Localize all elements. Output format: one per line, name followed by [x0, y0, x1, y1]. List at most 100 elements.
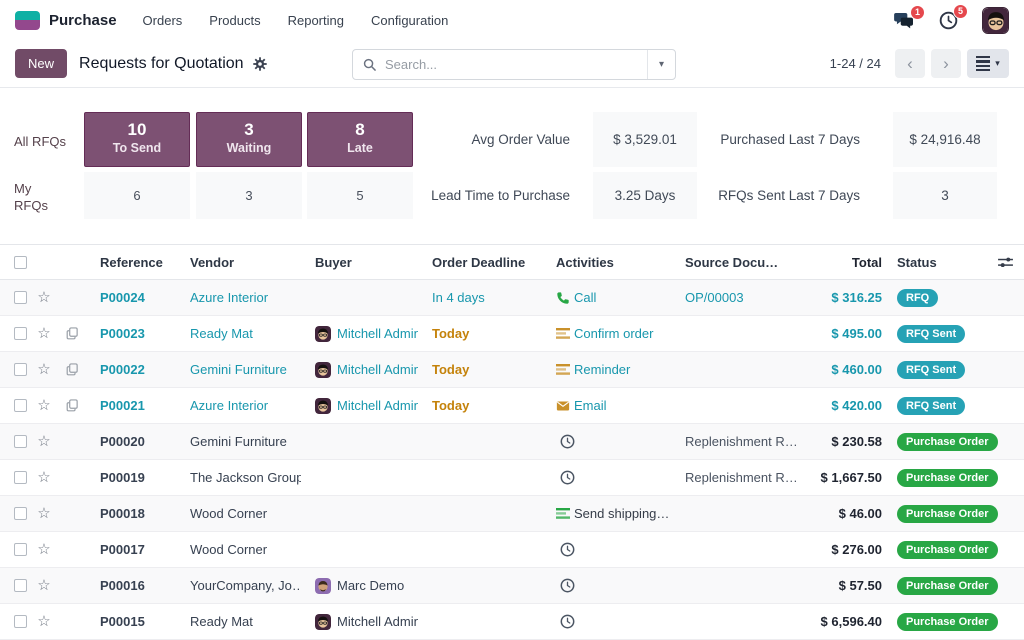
table-row[interactable]: ☆ P00017 Wood Corner $ 276.00 Purchase O… [0, 532, 1024, 568]
my-to-send-value[interactable]: 6 [84, 172, 190, 219]
select-all-checkbox[interactable] [0, 255, 30, 269]
header-vendor[interactable]: Vendor [190, 254, 235, 270]
reference-link[interactable]: P00019 [100, 470, 145, 485]
activity-cell[interactable]: Call [542, 290, 671, 305]
reference-link[interactable]: P00016 [100, 578, 145, 593]
row-checkbox[interactable] [0, 327, 30, 340]
reference-link[interactable]: P00024 [100, 290, 145, 305]
star-icon[interactable]: ☆ [37, 505, 51, 522]
reference-link[interactable]: P00023 [100, 326, 145, 341]
table-row[interactable]: ☆ P00015 Ready Mat Mitchell Admin $ 6,59… [0, 604, 1024, 640]
optional-columns-icon[interactable] [987, 256, 1024, 269]
activity-cell[interactable] [542, 542, 671, 557]
menu-products[interactable]: Products [209, 12, 261, 28]
filter-all-rfqs[interactable]: All RFQs [14, 134, 66, 149]
buyer-cell[interactable]: Mitchell Admin [301, 398, 418, 414]
filter-my-rfqs[interactable]: My RFQs [14, 181, 48, 213]
activity-cell[interactable] [542, 470, 671, 485]
kpi-purchased-7d-label: Purchased Last 7 Days [720, 132, 860, 147]
star-icon[interactable]: ☆ [37, 541, 51, 558]
vendor-link[interactable]: Azure Interior [190, 290, 269, 305]
table-row[interactable]: ☆ P00020 Gemini Furniture Replenishment … [0, 424, 1024, 460]
star-icon[interactable]: ☆ [37, 325, 51, 342]
buyer-cell[interactable]: Mitchell Admin [301, 326, 418, 342]
menu-configuration[interactable]: Configuration [370, 12, 449, 28]
table-row[interactable]: ☆ P00023 Ready Mat Mitchell Admin Today … [0, 316, 1024, 352]
phone-icon [556, 291, 570, 305]
table-row[interactable]: ☆ P00024 Azure Interior In 4 days Call O… [0, 280, 1024, 316]
table-row[interactable]: ☆ P00018 Wood Corner Send shipping… $ 46… [0, 496, 1024, 532]
search-filter-caret[interactable]: ▾ [647, 50, 675, 79]
buyer-avatar [315, 614, 331, 630]
reference-link[interactable]: P00021 [100, 398, 145, 413]
star-icon[interactable]: ☆ [37, 469, 51, 486]
pager-prev-button[interactable]: ‹ [895, 49, 925, 78]
search-input[interactable] [383, 56, 647, 73]
vendor-link[interactable]: Gemini Furniture [190, 362, 287, 377]
activity-cell[interactable]: Confirm order [542, 326, 671, 341]
reference-link[interactable]: P00020 [100, 434, 145, 449]
app-name[interactable]: Purchase [49, 11, 117, 29]
row-checkbox[interactable] [0, 507, 30, 520]
card-to-send[interactable]: 10 To Send [84, 112, 190, 167]
activity-cell[interactable]: Send shipping… [542, 506, 671, 521]
star-icon[interactable]: ☆ [37, 613, 51, 630]
my-waiting-value[interactable]: 3 [196, 172, 302, 219]
row-checkbox[interactable] [0, 471, 30, 484]
header-status[interactable]: Status [897, 254, 937, 270]
row-checkbox[interactable] [0, 615, 30, 628]
list-view-icon [976, 55, 991, 72]
activity-cell[interactable] [542, 578, 671, 593]
activity-cell[interactable]: Email [542, 398, 671, 413]
reference-link[interactable]: P00018 [100, 506, 145, 521]
star-icon[interactable]: ☆ [37, 577, 51, 594]
header-reference[interactable]: Reference [100, 254, 163, 270]
row-checkbox[interactable] [0, 291, 30, 304]
source-document: Replenishment R… [685, 470, 796, 485]
reference-link[interactable]: P00022 [100, 362, 145, 377]
table-row[interactable]: ☆ P00021 Azure Interior Mitchell Admin T… [0, 388, 1024, 424]
activity-cell[interactable]: Reminder [542, 362, 671, 377]
activity-cell[interactable] [542, 434, 671, 449]
header-order-deadline[interactable]: Order Deadline [432, 254, 526, 270]
vendor-link[interactable]: Azure Interior [190, 398, 269, 413]
row-checkbox[interactable] [0, 435, 30, 448]
buyer-cell[interactable]: Mitchell Admin [301, 614, 418, 630]
total-amount: $ 495.00 [831, 326, 882, 341]
pager-next-button[interactable]: › [931, 49, 961, 78]
star-icon[interactable]: ☆ [37, 397, 51, 414]
star-icon[interactable]: ☆ [37, 361, 51, 378]
view-switcher-button[interactable]: ▾ [967, 49, 1009, 78]
star-icon[interactable]: ☆ [37, 433, 51, 450]
my-late-value[interactable]: 5 [307, 172, 413, 219]
row-checkbox[interactable] [0, 363, 30, 376]
menu-orders[interactable]: Orders [142, 12, 183, 28]
messages-icon[interactable]: 1 [894, 4, 925, 29]
activities-icon[interactable]: 5 [939, 3, 968, 30]
buyer-cell[interactable]: Marc Demo [301, 578, 418, 594]
table-row[interactable]: ☆ P00019 The Jackson Group Replenishment… [0, 460, 1024, 496]
settings-gear-icon[interactable] [253, 57, 267, 71]
source-document-link[interactable]: OP/00003 [685, 290, 744, 305]
card-late[interactable]: 8 Late [307, 112, 413, 167]
star-icon[interactable]: ☆ [37, 289, 51, 306]
reference-link[interactable]: P00017 [100, 542, 145, 557]
menu-reporting[interactable]: Reporting [287, 12, 344, 28]
new-button[interactable]: New [15, 49, 68, 78]
row-checkbox[interactable] [0, 399, 30, 412]
table-row[interactable]: ☆ P00016 YourCompany, Jo… Marc Demo $ 57… [0, 568, 1024, 604]
buyer-cell[interactable]: Mitchell Admin [301, 362, 418, 378]
reference-link[interactable]: P00015 [100, 614, 145, 629]
row-checkbox[interactable] [0, 579, 30, 592]
app-logo-icon[interactable] [15, 10, 40, 30]
card-waiting[interactable]: 3 Waiting [196, 112, 302, 167]
header-total[interactable]: Total [851, 254, 882, 270]
vendor-link[interactable]: Ready Mat [190, 326, 253, 341]
header-source-document[interactable]: Source Docu… [685, 254, 779, 270]
user-avatar[interactable] [982, 6, 1009, 34]
activity-cell[interactable] [542, 614, 671, 629]
header-activities[interactable]: Activities [556, 254, 614, 270]
row-checkbox[interactable] [0, 543, 30, 556]
table-row[interactable]: ☆ P00022 Gemini Furniture Mitchell Admin… [0, 352, 1024, 388]
header-buyer[interactable]: Buyer [315, 254, 352, 270]
